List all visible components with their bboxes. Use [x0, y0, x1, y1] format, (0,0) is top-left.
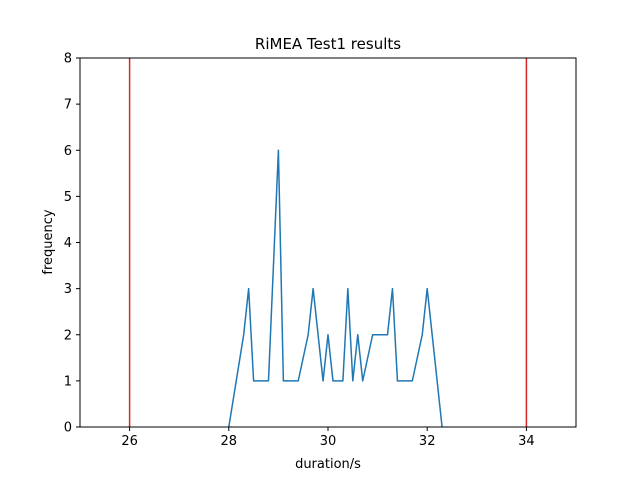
- series-line-0: [228, 149, 443, 428]
- y-tick-label: 3: [64, 282, 72, 297]
- y-tick-label: 4: [64, 236, 72, 251]
- y-tick-label: 2: [64, 328, 72, 343]
- x-tick-label: 34: [518, 434, 535, 449]
- x-tick-label: 28: [221, 434, 238, 449]
- y-axis: 0 1 2 3 4 5 6 7 8: [64, 52, 80, 436]
- y-tick-label: 6: [64, 144, 72, 159]
- y-axis-title: frequency: [41, 209, 56, 275]
- plot-area: [128, 58, 528, 428]
- chart-title: RiMEA Test1 results: [255, 35, 401, 53]
- x-axis-title: duration/s: [295, 457, 361, 472]
- x-tick-label: 32: [419, 434, 436, 449]
- y-tick-label: 1: [64, 374, 72, 389]
- plot-frame: [79, 57, 577, 428]
- y-tick-label: 5: [64, 190, 72, 205]
- y-tick-label: 0: [64, 421, 72, 436]
- x-tick-label: 26: [121, 434, 138, 449]
- x-axis: 26 28 30 32 34: [121, 427, 535, 449]
- y-tick-label: 7: [64, 98, 72, 113]
- x-tick-label: 30: [320, 434, 337, 449]
- y-tick-label: 8: [64, 52, 72, 67]
